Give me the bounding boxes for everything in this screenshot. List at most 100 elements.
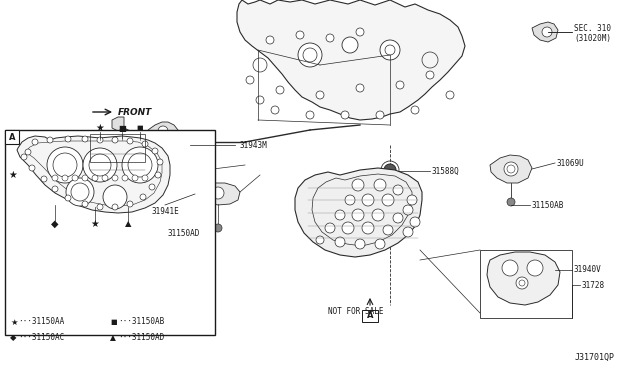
Text: 31940V: 31940V [574, 266, 602, 275]
Circle shape [66, 178, 94, 206]
Circle shape [362, 222, 374, 234]
Circle shape [356, 84, 364, 92]
Circle shape [103, 185, 127, 209]
Circle shape [97, 137, 103, 143]
Circle shape [82, 201, 88, 207]
Circle shape [502, 260, 518, 276]
Polygon shape [148, 122, 178, 140]
Text: (31020M): (31020M) [574, 33, 611, 42]
Text: ▲: ▲ [110, 334, 116, 343]
Circle shape [316, 91, 324, 99]
Circle shape [112, 204, 118, 210]
Text: A: A [9, 132, 15, 141]
Text: ◆: ◆ [10, 334, 17, 343]
Circle shape [542, 27, 552, 37]
Circle shape [446, 91, 454, 99]
Text: 31150AB: 31150AB [532, 201, 564, 209]
Text: ★: ★ [95, 123, 104, 133]
Circle shape [296, 31, 304, 39]
Circle shape [112, 175, 118, 181]
Text: ■: ■ [137, 125, 143, 131]
Text: 31943M: 31943M [240, 141, 268, 150]
Circle shape [122, 147, 158, 183]
Circle shape [52, 186, 58, 192]
Text: ★: ★ [10, 317, 17, 327]
Text: 31941E: 31941E [152, 206, 180, 215]
Circle shape [142, 175, 148, 181]
Circle shape [298, 43, 322, 67]
Circle shape [316, 236, 324, 244]
Circle shape [83, 148, 117, 182]
Circle shape [127, 138, 133, 144]
Circle shape [341, 111, 349, 119]
Circle shape [155, 172, 161, 178]
Circle shape [426, 71, 434, 79]
Circle shape [376, 111, 384, 119]
Circle shape [102, 175, 108, 181]
Circle shape [325, 223, 335, 233]
Circle shape [92, 175, 98, 181]
Text: SEC. 310: SEC. 310 [574, 23, 611, 32]
Circle shape [122, 175, 128, 181]
Circle shape [345, 195, 355, 205]
Circle shape [140, 194, 146, 200]
Circle shape [21, 154, 27, 160]
Polygon shape [487, 252, 560, 305]
Text: 31588Q: 31588Q [432, 167, 460, 176]
Circle shape [352, 209, 364, 221]
Circle shape [393, 213, 403, 223]
Circle shape [352, 179, 364, 191]
Circle shape [82, 136, 88, 142]
Circle shape [271, 106, 279, 114]
Circle shape [132, 175, 138, 181]
Circle shape [157, 159, 163, 165]
Circle shape [41, 176, 47, 182]
Circle shape [62, 175, 68, 181]
Text: ▲: ▲ [125, 219, 131, 228]
Text: ■: ■ [110, 319, 116, 325]
Circle shape [375, 239, 385, 249]
Circle shape [342, 222, 354, 234]
Circle shape [82, 175, 88, 181]
Circle shape [384, 164, 396, 176]
Circle shape [396, 81, 404, 89]
Circle shape [383, 225, 393, 235]
Circle shape [266, 36, 274, 44]
Text: ★: ★ [91, 219, 99, 229]
Text: ···31150AD: ···31150AD [118, 334, 164, 343]
Text: ■: ■ [118, 124, 126, 132]
Circle shape [335, 237, 345, 247]
Bar [5, 130, 19, 144]
Bar [90, 134, 145, 162]
Circle shape [65, 136, 71, 142]
Polygon shape [490, 155, 532, 183]
Circle shape [403, 227, 413, 237]
Bar [480, 250, 572, 318]
Circle shape [403, 205, 413, 215]
Circle shape [25, 149, 31, 155]
Circle shape [335, 210, 345, 220]
Circle shape [212, 187, 224, 199]
Text: 31150AD: 31150AD [168, 228, 200, 237]
Circle shape [507, 165, 515, 173]
Circle shape [158, 126, 168, 136]
Circle shape [152, 148, 158, 154]
Text: A: A [367, 311, 373, 321]
Circle shape [372, 209, 384, 221]
Circle shape [97, 204, 103, 210]
Circle shape [527, 260, 543, 276]
Circle shape [256, 96, 264, 104]
Circle shape [214, 224, 222, 232]
Polygon shape [17, 136, 170, 213]
Circle shape [29, 165, 35, 171]
Circle shape [72, 175, 78, 181]
Circle shape [380, 40, 400, 60]
Circle shape [276, 86, 284, 94]
Text: FRONT: FRONT [118, 108, 152, 116]
Bar [5, 130, 215, 335]
Circle shape [362, 194, 374, 206]
Circle shape [326, 34, 334, 42]
Circle shape [112, 137, 118, 143]
Circle shape [47, 137, 53, 143]
Circle shape [142, 141, 148, 147]
